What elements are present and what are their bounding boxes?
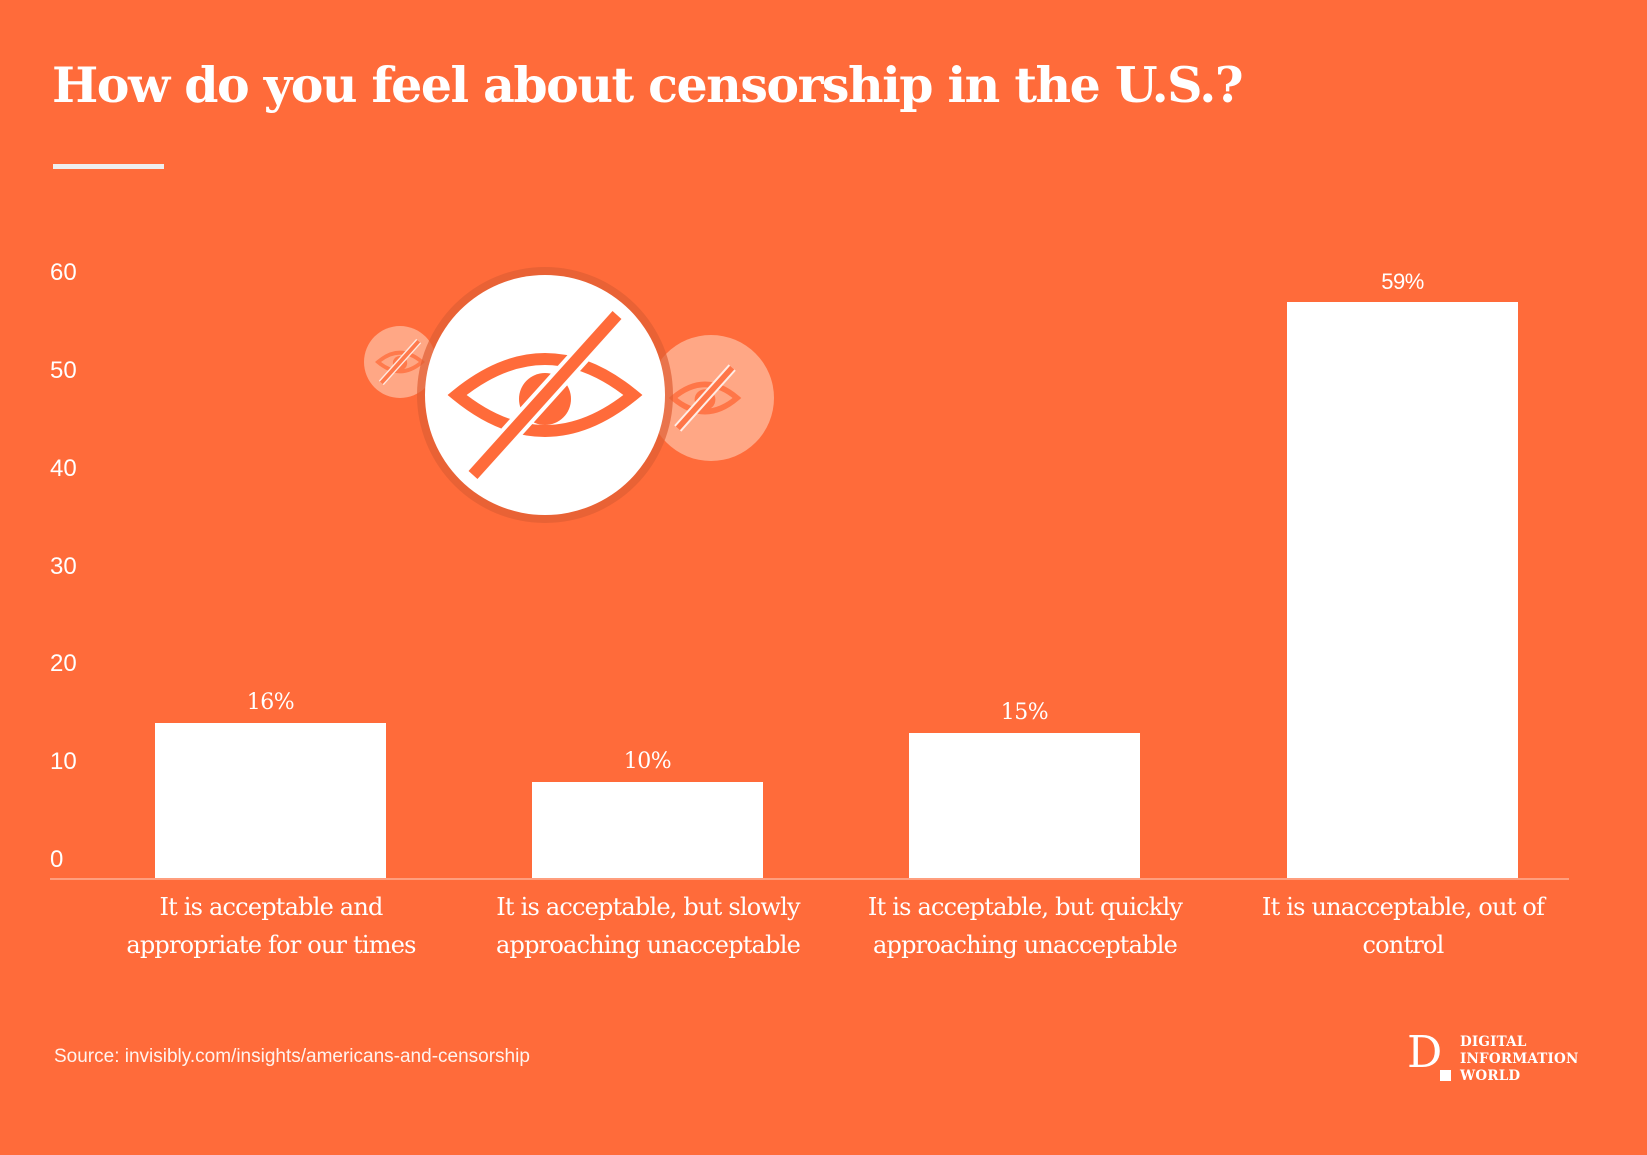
bar-value-label: 15% <box>1000 700 1049 725</box>
bar-value-label: 16% <box>246 690 295 715</box>
digital-information-world-logo: D DIGITAL INFORMATION WORLD <box>1405 1028 1605 1090</box>
logo-wordmark: DIGITAL INFORMATION WORLD <box>1460 1034 1579 1084</box>
bar-value-label: 10% <box>623 749 672 774</box>
y-tick-0: 0 <box>50 846 64 873</box>
x-category-label: It is acceptable and appropriate for our… <box>126 893 416 959</box>
logo-letter: D <box>1407 1027 1443 1078</box>
title-underline <box>53 164 164 169</box>
y-tick-20: 20 <box>50 650 77 677</box>
eye-slash-icon-small-right <box>648 335 774 461</box>
y-tick-50: 50 <box>50 357 77 384</box>
bar-quickly-approaching <box>909 733 1140 878</box>
y-tick-40: 40 <box>50 455 77 482</box>
bar-value-label: 59% <box>1381 269 1424 294</box>
eye-slash-icon-main <box>417 267 673 523</box>
chart-title: How do you feel about censorship in the … <box>52 56 1244 114</box>
y-tick-30: 30 <box>50 553 77 580</box>
eye-slash-illustration <box>364 267 774 523</box>
x-category-label: It is acceptable, but slowly approaching… <box>496 893 801 959</box>
logo-square-icon <box>1440 1070 1451 1081</box>
x-category-label: It is acceptable, but quickly approachin… <box>867 893 1183 959</box>
bar-unacceptable <box>1287 302 1518 878</box>
x-axis-line <box>50 878 1569 880</box>
y-tick-10: 10 <box>50 748 77 775</box>
x-category-label: It is unacceptable, out of control <box>1261 893 1545 959</box>
source-citation: Source: invisibly.com/insights/americans… <box>54 1046 530 1067</box>
bar-acceptable-appropriate <box>155 723 386 878</box>
bar-slowly-approaching <box>532 782 763 878</box>
y-tick-60: 60 <box>50 259 77 286</box>
